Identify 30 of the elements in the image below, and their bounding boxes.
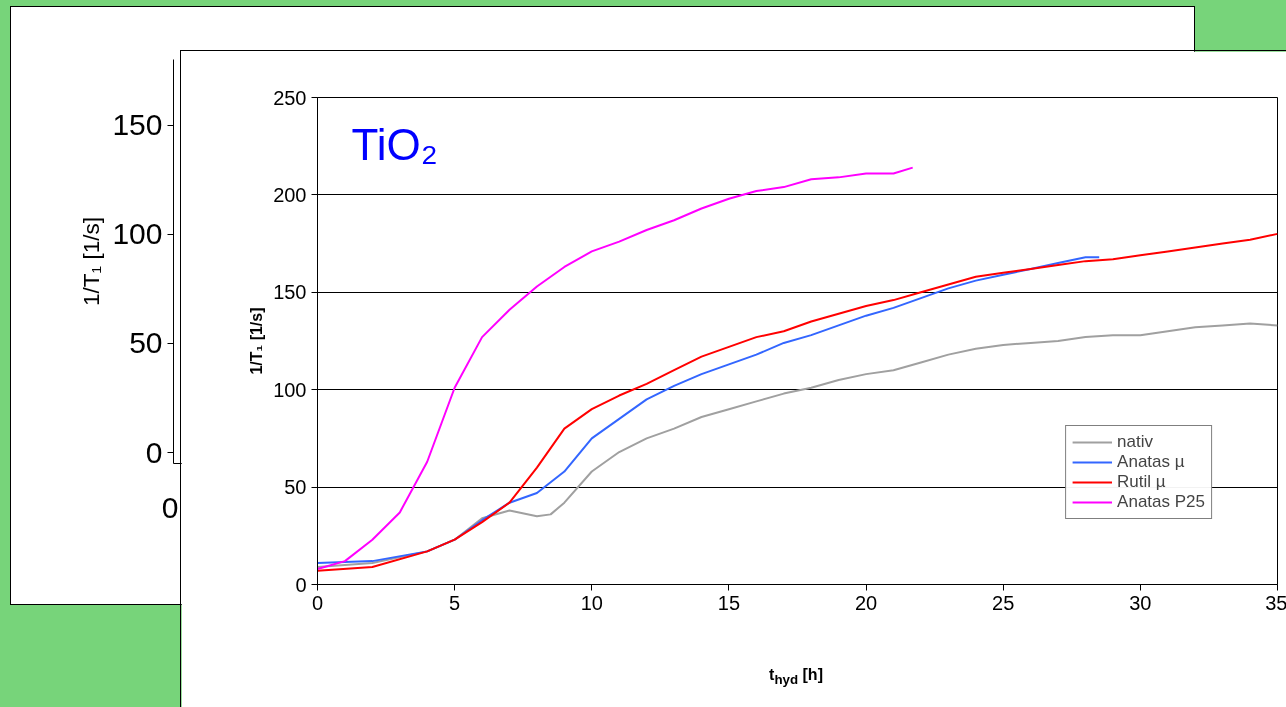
y-tick-label: 50 xyxy=(284,476,307,499)
x-tick-label: 30 xyxy=(1129,591,1152,614)
x-tick-label: 5 xyxy=(449,591,461,614)
y-tick-label: 250 xyxy=(273,86,307,109)
x-tick-label: 25 xyxy=(992,591,1015,614)
line-series xyxy=(317,256,1101,565)
y-tick-label: 150 xyxy=(273,281,307,304)
legend-label: Anatas µ xyxy=(1117,452,1185,472)
y-tick-label: 0 xyxy=(145,435,163,469)
y-tick-label: 100 xyxy=(273,378,307,401)
y-tick-label: 0 xyxy=(295,573,307,596)
x-tick-label: 35 xyxy=(1265,591,1286,614)
x-tick-label: 15 xyxy=(717,591,741,614)
line-series xyxy=(317,322,1278,568)
legend-label: nativ xyxy=(1117,432,1154,452)
y-axis-title: 1/T₁ [1/s] xyxy=(79,217,105,306)
x-axis-title: t$_{hyd}$ [h] xyxy=(769,665,823,690)
y-tick-label: 200 xyxy=(273,183,307,206)
legend-label: Rutil µ xyxy=(1117,472,1166,492)
x-tick-label: 10 xyxy=(580,591,603,614)
x-tick-label: 0 xyxy=(311,591,324,614)
line-series xyxy=(317,166,914,570)
y-axis-title: 1/T₁ [1/s] xyxy=(248,307,266,375)
y-tick-label: 100 xyxy=(112,217,163,251)
legend-label: Anatas P25 xyxy=(1117,492,1205,512)
annotation: TiO₂ xyxy=(351,119,438,169)
y-tick-label: 150 xyxy=(112,108,163,142)
y-tick-label: 50 xyxy=(129,326,163,360)
line-series xyxy=(317,232,1278,572)
x-tick-label: 20 xyxy=(854,591,878,614)
